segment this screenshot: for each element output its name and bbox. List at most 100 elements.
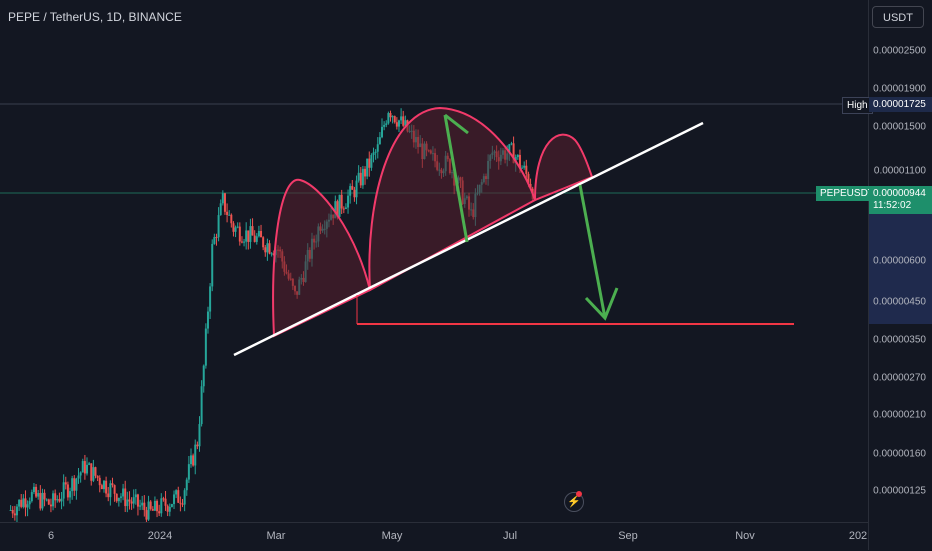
time-label: 6 (47, 530, 55, 542)
candle-body (88, 463, 91, 465)
time-label: Sep (618, 530, 638, 542)
candle-body (234, 227, 237, 232)
candle-body (202, 365, 205, 387)
candle-body (166, 505, 169, 512)
candle-body (364, 168, 367, 177)
candle-body (39, 493, 42, 509)
price-axis[interactable]: 0.00002500 0.00001900 0.00001500 0.00001… (868, 0, 932, 550)
price-label: 0.00001900 (873, 83, 926, 95)
time-label: Mar (266, 530, 286, 542)
candle-body (521, 167, 524, 169)
candle-body (338, 194, 341, 217)
lightning-icon[interactable]: ⚡ (564, 492, 584, 512)
candle-body (136, 494, 139, 507)
candle-body (192, 455, 195, 466)
candle-body (26, 504, 29, 508)
candle-body (185, 479, 188, 491)
candle-body (268, 243, 271, 254)
candle-body (404, 120, 407, 126)
candle-body (79, 472, 82, 476)
candle-body (400, 116, 403, 121)
candle-body (28, 501, 31, 505)
candle-body (381, 126, 384, 138)
candle-body (512, 143, 515, 164)
candle-body (92, 467, 95, 481)
candle-body (143, 502, 146, 511)
candle-body (255, 236, 258, 242)
time-label: Jul (502, 530, 518, 542)
candle-body (168, 506, 171, 512)
candle-body (18, 499, 21, 507)
candle-body (236, 226, 239, 228)
candle-body (385, 123, 388, 125)
candle-body (243, 241, 246, 243)
candle-body (113, 485, 116, 494)
price-chart[interactable] (0, 0, 868, 522)
candle-body (334, 201, 337, 219)
candle-body (122, 488, 125, 497)
candle-body (221, 193, 224, 204)
candle-body (355, 180, 358, 198)
candle-body (77, 475, 80, 479)
time-label: 2024 (147, 530, 173, 542)
candle-body (179, 502, 182, 504)
candle-body (96, 475, 99, 478)
candle-body (37, 493, 40, 497)
candle-body (128, 499, 131, 502)
candle-body (217, 215, 220, 238)
candle-body (115, 493, 118, 502)
countdown-timer: 11:52:02 (873, 200, 912, 211)
candle-body (383, 124, 386, 127)
candle-body (349, 186, 352, 196)
candle-body (13, 513, 16, 516)
candle-body (139, 505, 142, 507)
candle-body (391, 116, 394, 118)
candle-body (117, 497, 120, 502)
candle-body (342, 208, 345, 210)
candle-body (510, 143, 513, 145)
candle-body (24, 498, 27, 508)
time-axis[interactable]: 6 2024 Mar May Jul Sep Nov 202 (0, 522, 868, 551)
candle-body (247, 230, 250, 242)
price-axis-divider (868, 0, 869, 550)
candle-body (52, 493, 55, 507)
high-label: High (842, 97, 873, 114)
candle-body (153, 500, 156, 511)
candle-body (107, 493, 110, 498)
candle-body (518, 154, 521, 169)
candle-body (156, 500, 159, 512)
measure-arrow-head (444, 113, 469, 135)
right-shoulder-arc (533, 133, 594, 202)
candle-body (351, 186, 354, 190)
candle-body (111, 483, 114, 486)
candle-body (257, 230, 260, 237)
candle-body (249, 226, 252, 242)
candle-body (49, 504, 52, 507)
candle-body (376, 144, 379, 152)
last-price-tag: 0.00000944 11:52:02 (869, 186, 932, 214)
candle-body (395, 122, 398, 127)
currency-button[interactable]: USDT (872, 6, 924, 28)
candle-body (102, 480, 105, 490)
candle-body (181, 503, 184, 505)
candle-body (336, 201, 339, 217)
candle-body (527, 173, 530, 184)
candle-body (94, 467, 97, 476)
candle-body (196, 444, 199, 447)
candle-body (62, 482, 65, 499)
candle-body (226, 211, 229, 215)
high-value-tag: 0.00001725 (869, 97, 932, 112)
candle-body (523, 165, 526, 168)
candle-body (9, 509, 12, 511)
candle-body (204, 328, 207, 366)
candle-body (206, 311, 209, 329)
candle-body (200, 386, 203, 425)
candle-body (359, 172, 362, 186)
candle-body (215, 237, 218, 239)
candle-body (69, 491, 72, 498)
candle-body (145, 510, 148, 520)
candle-body (378, 137, 381, 145)
candle-body (366, 158, 369, 177)
price-label: 0.00000160 (873, 448, 926, 460)
neckline (233, 121, 704, 357)
